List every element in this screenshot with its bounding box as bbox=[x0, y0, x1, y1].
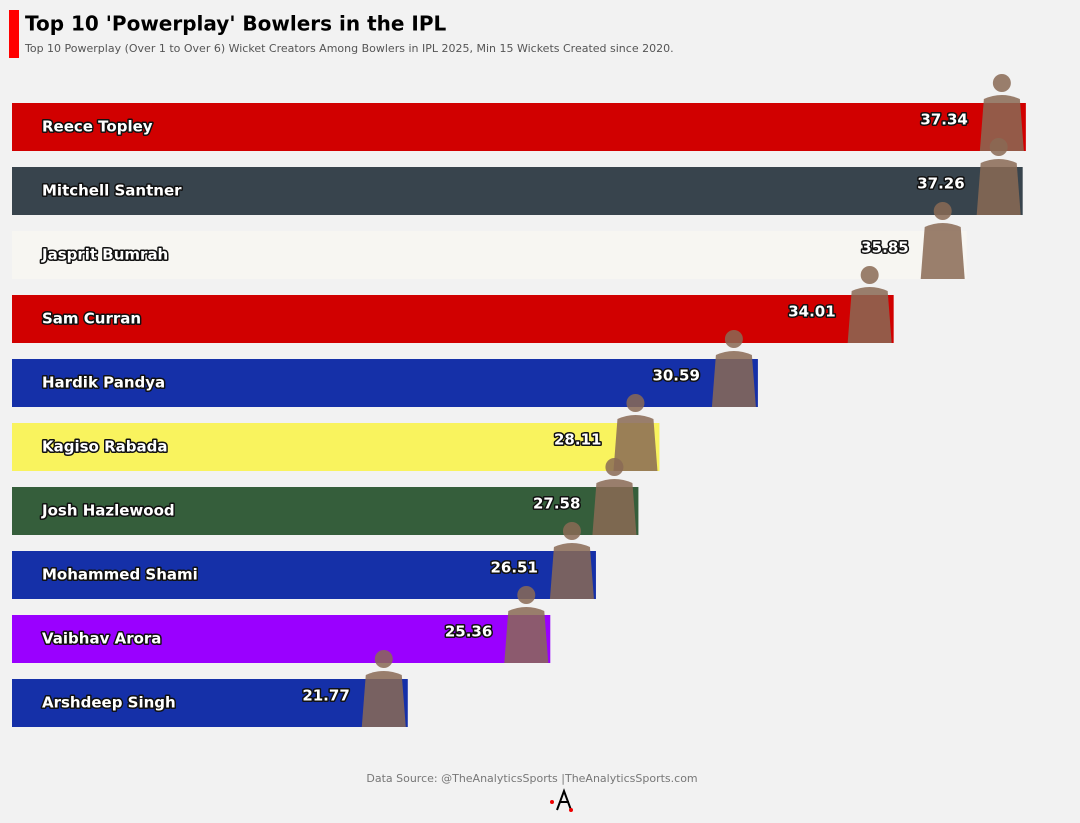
bar bbox=[12, 295, 894, 343]
bar bbox=[12, 423, 660, 471]
bar bbox=[12, 167, 1023, 215]
value-label: 30.59 bbox=[652, 367, 699, 385]
value-label: 27.58 bbox=[533, 495, 580, 513]
player-photo bbox=[504, 586, 549, 663]
player-photo bbox=[361, 650, 406, 727]
bar bbox=[12, 487, 639, 535]
value-label: 21.77 bbox=[302, 687, 349, 705]
value-label: 37.26 bbox=[917, 175, 964, 193]
bar-label: Josh Hazlewood bbox=[41, 502, 175, 520]
player-photo bbox=[549, 522, 594, 599]
value-label: 26.51 bbox=[490, 559, 537, 577]
source-note: Data Source: @TheAnalyticsSports |TheAna… bbox=[366, 772, 697, 785]
bar-label: Hardik Pandya bbox=[42, 374, 165, 392]
bar-label: Mitchell Santner bbox=[42, 182, 182, 200]
bar bbox=[12, 551, 596, 599]
chart-subtitle: Top 10 Powerplay (Over 1 to Over 6) Wick… bbox=[24, 42, 674, 55]
bar-label: Kagiso Rabada bbox=[42, 438, 167, 456]
player-photo bbox=[976, 138, 1021, 215]
bar-label: Vaibhav Arora bbox=[42, 630, 161, 648]
player-photo bbox=[979, 74, 1024, 151]
chart-title: Top 10 'Powerplay' Bowlers in the IPL bbox=[25, 12, 446, 36]
bar bbox=[12, 231, 967, 279]
bar-label: Reece Topley bbox=[42, 118, 153, 136]
bar bbox=[12, 103, 1026, 151]
value-label: 34.01 bbox=[788, 303, 835, 321]
player-photo bbox=[847, 266, 892, 343]
title-accent bbox=[9, 10, 19, 58]
value-label: 37.34 bbox=[920, 111, 967, 129]
bar bbox=[12, 679, 408, 727]
bar-label: Arshdeep Singh bbox=[42, 694, 176, 712]
player-photo bbox=[711, 330, 756, 407]
player-photo bbox=[613, 394, 658, 471]
value-label: 28.11 bbox=[554, 431, 601, 449]
logo bbox=[550, 788, 573, 812]
bar-label: Sam Curran bbox=[42, 310, 141, 328]
value-label: 35.85 bbox=[861, 239, 908, 257]
bar bbox=[12, 615, 551, 663]
player-photo bbox=[920, 202, 965, 279]
player-photo bbox=[592, 458, 637, 535]
bar-label: Mohammed Shami bbox=[42, 566, 198, 584]
value-label: 25.36 bbox=[445, 623, 492, 641]
bar-label: Jasprit Bumrah bbox=[41, 246, 168, 264]
